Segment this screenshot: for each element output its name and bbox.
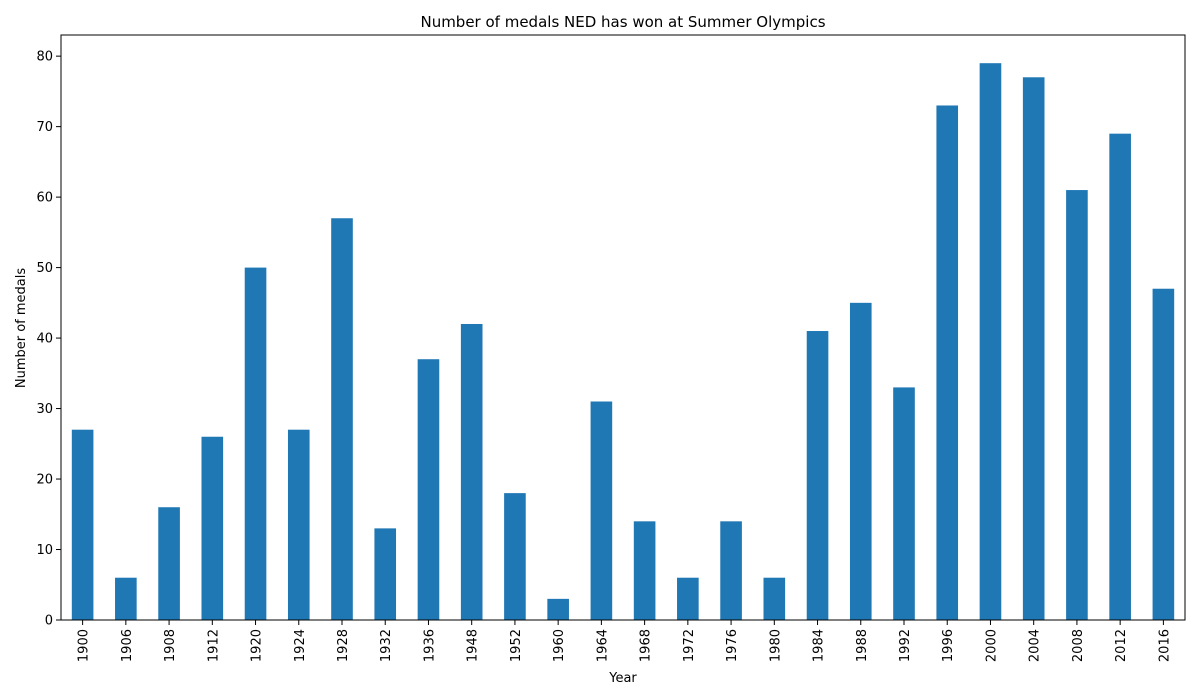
x-tick-label: 1996 — [941, 629, 956, 662]
bar-2000 — [979, 63, 1002, 621]
bar-1996 — [936, 105, 959, 620]
y-tick-label: 30 — [36, 402, 53, 417]
bar-1908 — [158, 507, 180, 620]
x-tick-label: 1936 — [422, 629, 437, 662]
y-axis: 0 10 20 30 40 50 60 70 80 — [36, 50, 61, 629]
bar-1972 — [677, 577, 699, 620]
x-tick-label: 1992 — [898, 629, 913, 662]
x-tick-label: 1952 — [509, 629, 524, 662]
x-tick-label: 1920 — [250, 629, 265, 662]
bar-1936 — [417, 359, 440, 620]
y-axis-title: Number of medals — [14, 268, 29, 389]
x-tick-label: 1972 — [682, 629, 697, 662]
y-tick-label: 50 — [36, 261, 53, 276]
x-tick-label: 1948 — [466, 629, 481, 662]
bar-2016 — [1152, 288, 1175, 620]
x-tick-label: 1932 — [379, 629, 394, 662]
plot-frame — [60, 34, 1186, 621]
bar-2004 — [1022, 77, 1045, 620]
y-tick-label: 20 — [36, 473, 53, 488]
x-tick-label: 1900 — [77, 629, 92, 662]
bar-1900 — [71, 429, 94, 620]
bar-2012 — [1109, 133, 1131, 621]
bar-1920 — [244, 267, 267, 620]
x-tick-label: 1928 — [336, 629, 351, 662]
x-tick-label: 2016 — [1157, 629, 1172, 662]
y-tick-label: 0 — [45, 614, 53, 629]
y-tick-label: 40 — [36, 332, 53, 347]
bar-1924 — [287, 429, 310, 620]
bar-1928 — [331, 218, 353, 621]
y-tick-label: 10 — [36, 543, 53, 558]
bar-1912 — [201, 436, 224, 620]
bar-1976 — [720, 521, 742, 620]
bar-2008 — [1066, 190, 1088, 620]
bar-1964 — [590, 401, 613, 620]
x-tick-label: 1968 — [639, 629, 654, 662]
bar-1906 — [115, 577, 137, 620]
y-tick-label: 80 — [36, 50, 53, 65]
x-tick-label: 1908 — [163, 629, 178, 662]
bar-1968 — [633, 521, 656, 620]
y-tick-label: 60 — [36, 191, 53, 206]
x-tick-label: 1976 — [725, 629, 740, 662]
bar-1948 — [460, 323, 483, 620]
chart-title: Number of medals NED has won at Summer O… — [420, 13, 825, 31]
bars-group — [71, 63, 1175, 621]
x-tick-label: 1960 — [552, 629, 567, 662]
x-tick-label: 2000 — [984, 629, 999, 662]
bar-1932 — [374, 528, 397, 620]
x-tick-label: 2008 — [1071, 629, 1086, 662]
bar-1980 — [763, 577, 786, 620]
x-axis: 1900 1906 1908 1912 1920 1924 1928 1932 1936 1948… — [77, 620, 1172, 662]
x-tick-label: 1964 — [595, 629, 610, 662]
bar-1992 — [893, 387, 915, 620]
x-tick-label: 2004 — [1028, 629, 1043, 662]
bar-1960 — [547, 598, 569, 620]
x-tick-label: 1906 — [120, 629, 135, 662]
bar-1984 — [806, 331, 829, 620]
y-tick-label: 70 — [36, 120, 53, 135]
x-tick-label: 1988 — [855, 629, 870, 662]
bar-1988 — [849, 302, 872, 620]
x-tick-label: 1924 — [293, 629, 308, 662]
x-tick-label: 2012 — [1114, 629, 1129, 662]
x-tick-label: 1984 — [812, 629, 827, 662]
x-axis-title: Year — [608, 671, 637, 686]
bar-1952 — [504, 493, 526, 620]
x-tick-label: 1912 — [206, 629, 221, 662]
x-tick-label: 1980 — [768, 629, 783, 662]
